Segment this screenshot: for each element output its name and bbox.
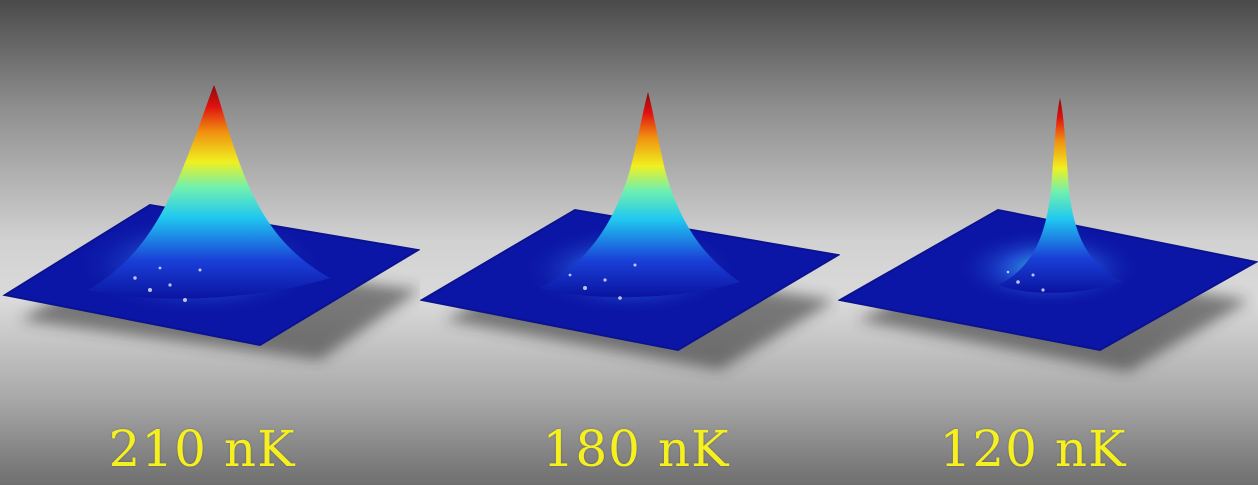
surface-plot-panel: 180 nK xyxy=(420,0,840,485)
temperature-label: 210 nK xyxy=(108,420,296,478)
surface-plot xyxy=(420,92,840,370)
surface-plot-panel: 210 nK xyxy=(0,0,420,485)
surface-plot xyxy=(2,85,420,360)
temperature-label: 120 nK xyxy=(939,420,1127,478)
temperature-label: 180 nK xyxy=(542,420,730,478)
surface-plot xyxy=(838,98,1258,372)
surface-plot-panel: 120 nK xyxy=(838,0,1258,485)
